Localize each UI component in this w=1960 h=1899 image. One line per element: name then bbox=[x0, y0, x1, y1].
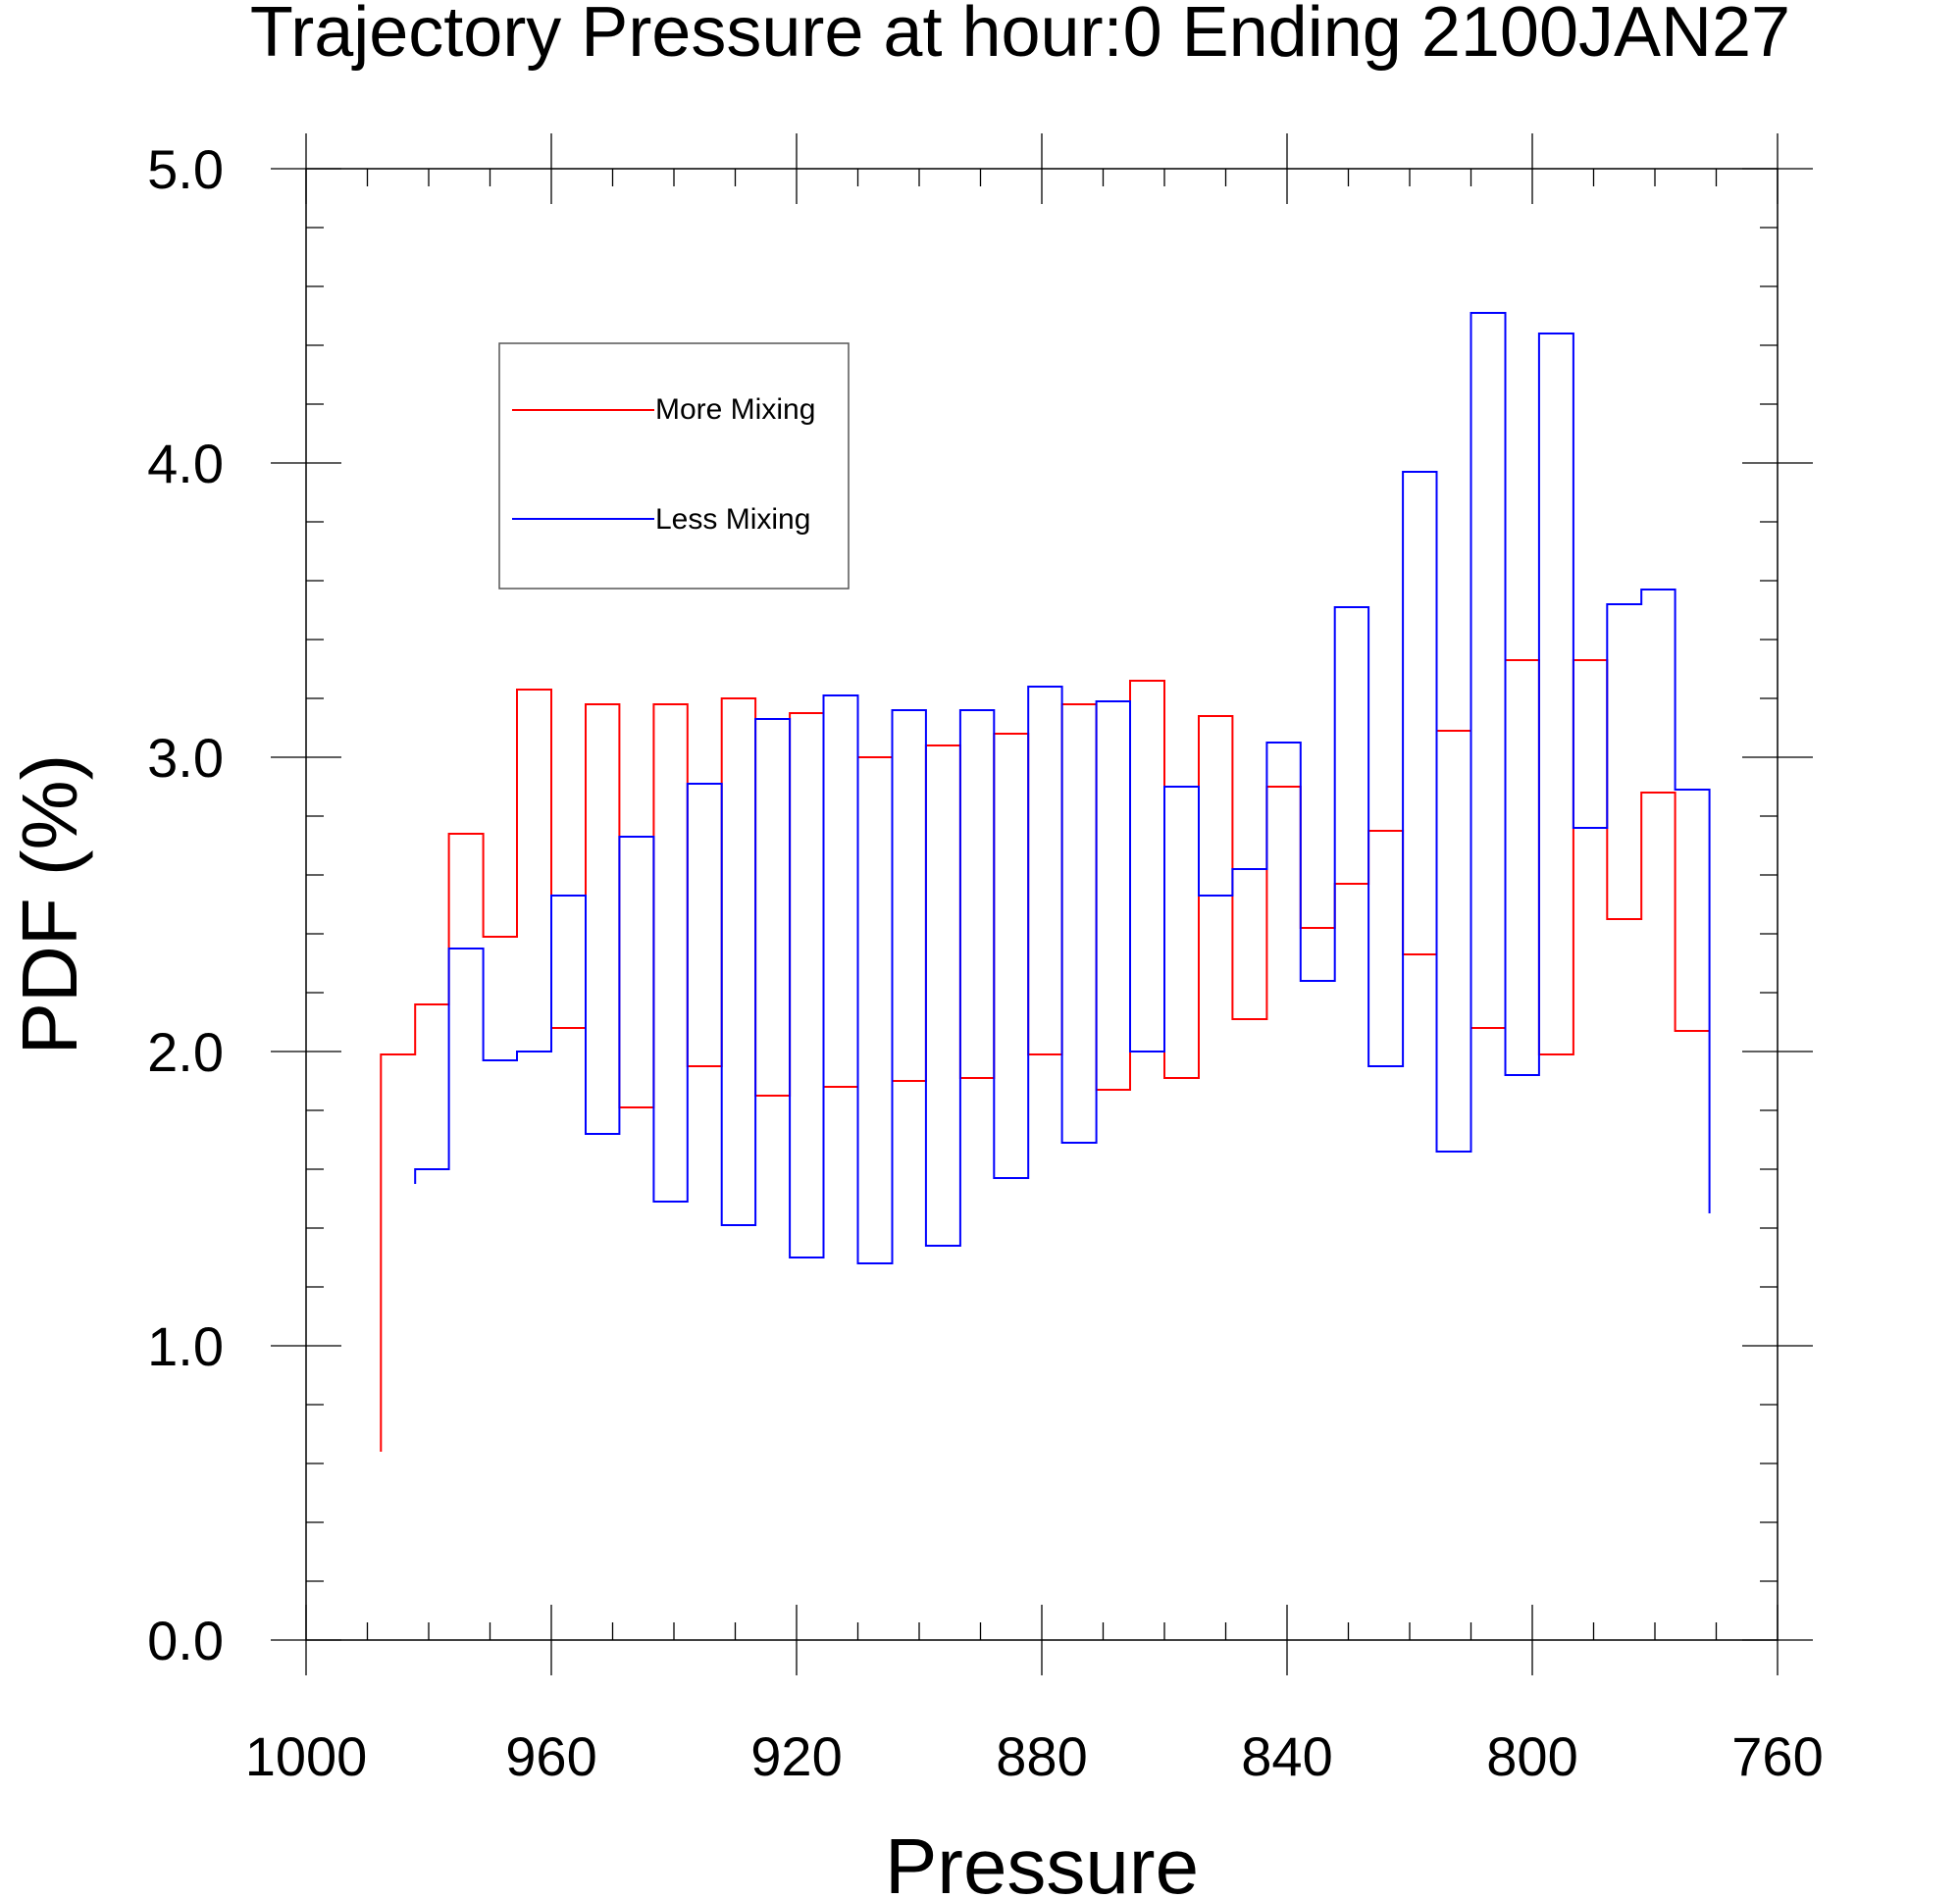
x-tick-label: 960 bbox=[505, 1725, 596, 1787]
y-tick-labels: 0.0 1.0 2.0 3.0 4.0 5.0 bbox=[147, 138, 224, 1671]
series-layer bbox=[380, 312, 1711, 1452]
y-tick-label: 2.0 bbox=[147, 1021, 224, 1083]
y-tick-label: 5.0 bbox=[147, 138, 224, 200]
x-tick-label: 880 bbox=[996, 1725, 1087, 1787]
x-tick-label: 800 bbox=[1486, 1725, 1577, 1787]
plot-frame bbox=[305, 168, 1779, 1641]
legend-label-less-mixing: Less Mixing bbox=[655, 503, 810, 536]
y-tick-label: 1.0 bbox=[147, 1315, 224, 1377]
series-line-more-mixing bbox=[380, 659, 1710, 1452]
legend-box bbox=[498, 342, 850, 590]
chart-title: Trajectory Pressure at hour:0 Ending 210… bbox=[250, 0, 1790, 72]
y-tick-label: 0.0 bbox=[147, 1610, 224, 1671]
y-axis-label: PDF (%) bbox=[6, 754, 93, 1055]
x-tick-labels: 1000 960 920 880 840 800 760 bbox=[245, 1725, 1824, 1787]
x-tick-label: 840 bbox=[1241, 1725, 1332, 1787]
y-tick-label: 3.0 bbox=[147, 727, 224, 789]
minor-ticks bbox=[306, 169, 1778, 1640]
x-tick-label: 1000 bbox=[245, 1725, 368, 1787]
legend: More Mixing Less Mixing bbox=[498, 342, 850, 590]
series-line-less-mixing bbox=[414, 312, 1711, 1264]
x-tick-label: 760 bbox=[1731, 1725, 1823, 1787]
x-axis-label: Pressure bbox=[885, 1822, 1199, 1899]
x-tick-label: 920 bbox=[750, 1725, 842, 1787]
y-tick-label: 4.0 bbox=[147, 433, 224, 494]
legend-label-more-mixing: More Mixing bbox=[655, 393, 815, 426]
